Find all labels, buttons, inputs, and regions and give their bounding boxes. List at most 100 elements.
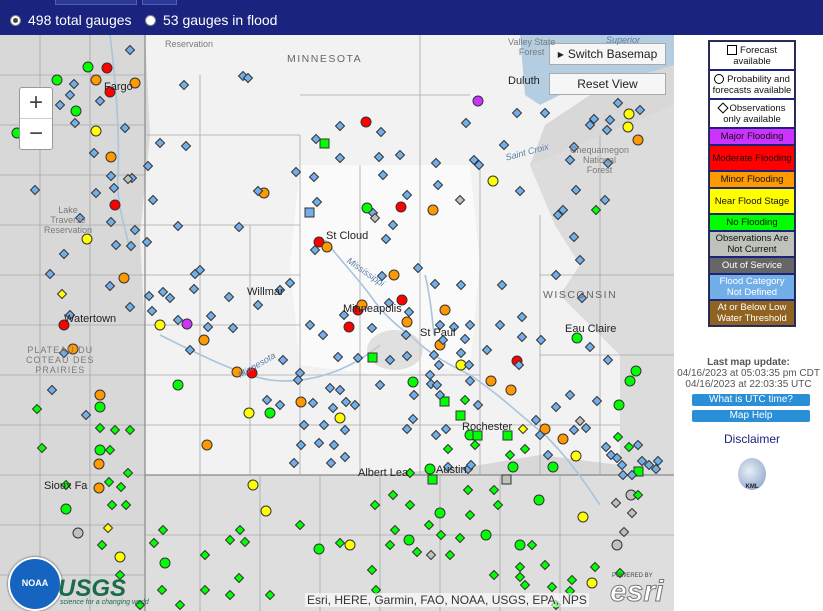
gauge-diamond[interactable] (576, 292, 588, 304)
gauge-diamond[interactable] (60, 479, 72, 491)
gauge-diamond[interactable] (157, 524, 169, 536)
gauge-diamond[interactable] (154, 137, 166, 149)
gauge-diamond[interactable] (274, 284, 286, 296)
gauge-diamond[interactable] (94, 95, 106, 107)
zoom-out-button[interactable]: − (20, 118, 52, 149)
gauge-diamond[interactable] (143, 290, 155, 302)
gauge-diamond[interactable] (564, 154, 576, 166)
gauge-diamond[interactable] (488, 484, 500, 496)
gauge-diamond[interactable] (205, 310, 217, 322)
gauge-diamond[interactable] (119, 122, 131, 134)
gauge-diamond[interactable] (459, 333, 471, 345)
gauge-diamond[interactable] (310, 133, 322, 145)
gauge-diamond[interactable] (404, 499, 416, 511)
gauge-diamond[interactable] (125, 240, 137, 252)
gauge-diamond[interactable] (108, 182, 120, 194)
gauge-diamond[interactable] (374, 379, 386, 391)
gauge-diamond[interactable] (308, 171, 320, 183)
gauge-diamond[interactable] (383, 297, 395, 309)
gauge-diamond[interactable] (318, 419, 330, 431)
gauge-diamond[interactable] (611, 452, 623, 464)
gauge-diamond[interactable] (448, 321, 460, 333)
gauge-diamond[interactable] (511, 107, 523, 119)
gauge-diamond[interactable] (384, 354, 396, 366)
gauge-diamond[interactable] (442, 461, 454, 473)
gauge-diamond[interactable] (618, 526, 630, 538)
gauge-diamond[interactable] (313, 437, 325, 449)
gauge-diamond[interactable] (434, 319, 446, 331)
gauge-diamond[interactable] (519, 579, 531, 591)
gauge-diamond[interactable] (432, 179, 444, 191)
gauge-diamond[interactable] (425, 549, 437, 561)
gauge-diamond[interactable] (122, 467, 134, 479)
gauge-diamond[interactable] (574, 415, 586, 427)
gauge-diamond[interactable] (94, 422, 106, 434)
gauge-diamond[interactable] (88, 147, 100, 159)
gauge-diamond[interactable] (194, 264, 206, 276)
gauge-diamond[interactable] (591, 395, 603, 407)
gauge-diamond[interactable] (332, 351, 344, 363)
gauge-diamond[interactable] (601, 124, 613, 136)
gauge-diamond[interactable] (626, 507, 638, 519)
gauge-diamond[interactable] (376, 270, 388, 282)
gauge-diamond[interactable] (172, 220, 184, 232)
gauge-diamond[interactable] (339, 451, 351, 463)
gauge-diamond[interactable] (464, 509, 476, 521)
gauge-diamond[interactable] (110, 239, 122, 251)
gauge-diamond[interactable] (437, 334, 449, 346)
total-gauges-option[interactable]: 498 total gauges (10, 12, 132, 28)
gauge-diamond[interactable] (288, 457, 300, 469)
gauge-diamond[interactable] (650, 463, 662, 475)
gauge-diamond[interactable] (604, 114, 616, 126)
gauge-diamond[interactable] (626, 469, 638, 481)
gauge-diamond[interactable] (570, 184, 582, 196)
gauge-diamond[interactable] (550, 401, 562, 413)
gauge-diamond[interactable] (148, 537, 160, 549)
gauge-diamond[interactable] (44, 268, 56, 280)
gauge-diamond[interactable] (56, 288, 68, 300)
gauge-diamond[interactable] (599, 194, 611, 206)
gauge-diamond[interactable] (517, 423, 529, 435)
gauge-diamond[interactable] (652, 455, 664, 467)
gauge-diamond[interactable] (462, 484, 474, 496)
gauge-diamond[interactable] (29, 184, 41, 196)
gauge-diamond[interactable] (584, 341, 596, 353)
gauge-diamond[interactable] (434, 389, 446, 401)
gauge-diamond[interactable] (504, 449, 516, 461)
gauge-diamond[interactable] (54, 99, 66, 111)
gauge-diamond[interactable] (141, 236, 153, 248)
gauge-diamond[interactable] (539, 107, 551, 119)
gauge-diamond[interactable] (373, 151, 385, 163)
switch-basemap-button[interactable]: ▶ Switch Basemap (549, 43, 666, 65)
gauge-diamond[interactable] (96, 539, 108, 551)
gauge-diamond[interactable] (600, 441, 612, 453)
gauge-diamond[interactable] (460, 117, 472, 129)
gauge-diamond[interactable] (632, 439, 644, 451)
gauge-diamond[interactable] (325, 457, 337, 469)
gauge-diamond[interactable] (327, 402, 339, 414)
gauge-diamond[interactable] (114, 569, 126, 581)
gauge-diamond[interactable] (58, 248, 70, 260)
gauge-diamond[interactable] (317, 329, 329, 341)
gauge-diamond[interactable] (105, 216, 117, 228)
gauge-diamond[interactable] (407, 413, 419, 425)
gauge-diamond[interactable] (334, 152, 346, 164)
radio-unselected-icon[interactable] (145, 14, 156, 26)
gauge-diamond[interactable] (298, 419, 310, 431)
gauge-diamond[interactable] (338, 309, 350, 321)
gauge-diamond[interactable] (156, 584, 168, 596)
gauge-diamond[interactable] (277, 354, 289, 366)
gauge-diamond[interactable] (442, 443, 454, 455)
gauge-diamond[interactable] (632, 489, 644, 501)
gauge-diamond[interactable] (534, 429, 546, 441)
gauge-diamond[interactable] (366, 564, 378, 576)
gauge-diamond[interactable] (430, 157, 442, 169)
gauge-diamond[interactable] (435, 529, 447, 541)
gauge-diamond[interactable] (588, 113, 600, 125)
gauge-diamond[interactable] (498, 139, 510, 151)
gauge-diamond[interactable] (616, 459, 628, 471)
gauge-diamond[interactable] (90, 187, 102, 199)
gauge-diamond[interactable] (380, 233, 392, 245)
gauge-diamond[interactable] (566, 574, 578, 586)
gauge-diamond[interactable] (590, 204, 602, 216)
